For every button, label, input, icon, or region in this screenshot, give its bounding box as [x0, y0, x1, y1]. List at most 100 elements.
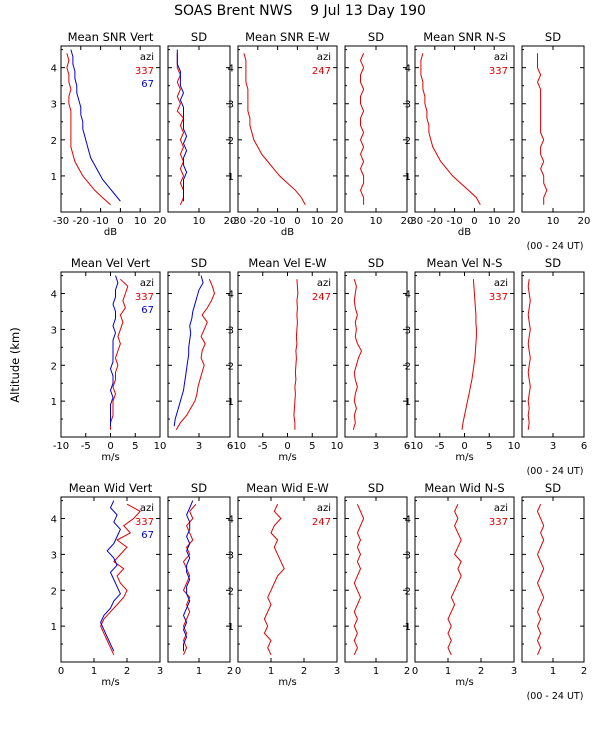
panel-1-legend-entry: 337 — [135, 66, 154, 77]
panel-16-frame — [344, 496, 408, 663]
panel-5: Mean SNR N-S 1 2 3 4 -30 -20 -10 0 10 20 dB azi 337 — [405, 30, 521, 238]
panel-16-series-1-line — [353, 503, 365, 656]
panel-18-title: SD — [545, 481, 561, 495]
panel-14-xtick-label: 2 — [227, 666, 233, 677]
panel-2-series-2-line — [176, 49, 188, 202]
panel-12: SD 3 6 (00 - 24 UT) — [521, 256, 587, 477]
panel-17-ytick-label: 3 — [405, 550, 411, 561]
panel-3-xtick-label: -20 — [250, 216, 266, 227]
panel-11-title: Mean Vel N-S — [427, 256, 503, 270]
panel-1-legend-header: azi — [140, 52, 154, 63]
panel-1-ytick-label: 1 — [51, 172, 57, 183]
panel-4-xtick-label: 20 — [401, 216, 414, 227]
panel-7-xtick-label: -10 — [53, 441, 69, 452]
panel-11-xtick-label: -10 — [407, 441, 423, 452]
panel-17-xtick-label: 0 — [412, 666, 418, 677]
panel-12-series-1-line — [527, 279, 531, 430]
panel-3-title: Mean SNR E-W — [245, 30, 330, 44]
panel-5-legend-header: azi — [494, 52, 508, 63]
panel-1-xtick-label: -30 — [53, 216, 69, 227]
panel-3-xtick-label: 10 — [311, 216, 324, 227]
panel-13-legend-header: azi — [140, 503, 154, 514]
panel-13-ytick-label: 4 — [51, 515, 57, 526]
panel-9-legend-header: azi — [317, 278, 331, 289]
panel-3-xtick-label: -30 — [230, 216, 246, 227]
panel-6-footnote: (00 - 24 UT) — [527, 241, 584, 252]
panel-6-series-1-line — [536, 53, 548, 205]
panel-11-legend-header: azi — [494, 278, 508, 289]
panel-7-xtick-label: -5 — [81, 441, 91, 452]
panel-13-ytick-label: 2 — [51, 586, 57, 597]
panel-7-series-2-line — [109, 275, 119, 427]
panel-2-frame — [167, 45, 231, 213]
panel-3-xtick-label: -10 — [269, 216, 285, 227]
panel-1-frame — [60, 45, 161, 213]
panel-11-ytick-label: 1 — [405, 397, 411, 408]
panel-16-title: SD — [368, 481, 384, 495]
panel-7-xtick-label: 0 — [107, 441, 113, 452]
panel-4: SD 10 20 — [344, 30, 414, 227]
panel-11-legend-entry: 337 — [489, 292, 508, 303]
panel-5-ytick-label: 3 — [405, 100, 411, 111]
panel-6-xtick-label: 20 — [578, 216, 591, 227]
panel-8-title: SD — [191, 256, 207, 270]
panel-9: Mean Vel E-W 1 2 3 4 -10 -5 0 5 10 m/s azi 247 — [228, 256, 344, 463]
panel-2-title: SD — [191, 30, 207, 44]
panel-17-xtick-label: 1 — [445, 666, 451, 677]
panel-8-xtick-label: 6 — [227, 441, 233, 452]
panel-11-xtick-label: 10 — [508, 441, 521, 452]
panel-1-title: Mean SNR Vert — [68, 30, 154, 44]
panel-15-frame — [237, 496, 338, 663]
panel-13-series-2-line — [100, 500, 121, 652]
panel-11: Mean Vel N-S 1 2 3 4 -10 -5 0 5 10 m/s azi 337 — [405, 256, 521, 463]
panel-1-xtick-label: -20 — [73, 216, 89, 227]
panel-16-xtick-label: 1 — [373, 666, 379, 677]
panel-18-xtick-label: 1 — [550, 666, 556, 677]
panel-13-xtick-label: 1 — [91, 666, 97, 677]
panel-9-xtick-label: 5 — [309, 441, 315, 452]
panel-3-ytick-label: 1 — [228, 172, 234, 183]
panel-5-xtick-label: -20 — [427, 216, 443, 227]
panel-1: Mean SNR Vert 1 2 3 4 -30 -20 -10 0 10 20 dB azi 337 6… — [51, 30, 167, 238]
panel-3-ytick-label: 2 — [228, 136, 234, 147]
panel-18-frame — [521, 496, 585, 663]
panel-15-legend-entry: 247 — [312, 517, 331, 528]
panel-1-xtick-label: 20 — [154, 216, 167, 227]
panel-14-series-1-line — [182, 503, 197, 656]
panel-5-xtick-label: 20 — [508, 216, 521, 227]
panel-5-xtick-label: 0 — [471, 216, 477, 227]
panel-11-ytick-label: 3 — [405, 325, 411, 336]
panel-5-xtick-label: -10 — [446, 216, 462, 227]
panel-17-ytick-label: 4 — [405, 515, 411, 526]
panel-4-title: SD — [368, 30, 384, 44]
y-axis-label: Altitude (km) — [8, 327, 22, 402]
panel-5-frame — [414, 45, 515, 213]
panel-7-legend-header: azi — [140, 278, 154, 289]
panel-7-series-1-line — [110, 278, 129, 430]
panel-14-series-2-line — [182, 500, 194, 652]
panel-15-title: Mean Wid E-W — [246, 481, 329, 495]
panel-1-xtick-label: -10 — [92, 216, 108, 227]
panel-13-ytick-label: 3 — [51, 550, 57, 561]
panel-14: SD 1 2 — [167, 481, 233, 677]
panel-1-xlabel: dB — [104, 227, 117, 238]
panel-9-xlabel: m/s — [278, 452, 296, 463]
panel-12-frame — [521, 271, 585, 438]
panel-15-xtick-label: 2 — [301, 666, 307, 677]
panel-3: Mean SNR E-W 1 2 3 4 -30 -20 -10 0 10 20 dB azi 247 — [228, 30, 344, 238]
panel-8-series-2-line — [173, 275, 204, 427]
panel-13-xtick-label: 2 — [124, 666, 130, 677]
panel-8-xtick-label: 3 — [196, 441, 202, 452]
panel-7-ytick-label: 3 — [51, 325, 57, 336]
panel-12-xtick-label: 3 — [550, 441, 556, 452]
panel-11-xlabel: m/s — [455, 452, 473, 463]
panel-12-footnote: (00 - 24 UT) — [527, 466, 584, 477]
panel-1-legend-entry: 67 — [141, 79, 154, 90]
panel-17-legend-header: azi — [494, 503, 508, 514]
panel-13-series-1-line — [100, 503, 142, 656]
panel-14-xtick-label: 1 — [196, 666, 202, 677]
panel-12-title: SD — [545, 256, 561, 270]
panel-10-xtick-label: 6 — [404, 441, 410, 452]
panel-1-xtick-label: 0 — [117, 216, 123, 227]
panel-16-xtick-label: 2 — [404, 666, 410, 677]
